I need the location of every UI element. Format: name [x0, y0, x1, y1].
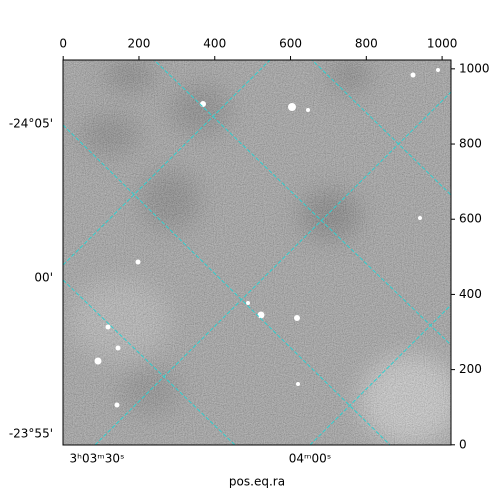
- y-tick-label: 200: [459, 362, 482, 376]
- x-tick-label: 200: [128, 37, 151, 51]
- y-tick-label: 0: [459, 437, 467, 451]
- y-tick-label: 800: [459, 137, 482, 151]
- coordinate-grid: [63, 60, 451, 445]
- x-axis-label: pos.eq.ra: [229, 475, 285, 489]
- dec-tick-label: -24°05': [9, 117, 53, 131]
- x-tick-label: 600: [279, 37, 302, 51]
- x-tick-label: 0: [59, 37, 67, 51]
- ra-tick-label: 04ᵐ00ˢ: [289, 452, 332, 466]
- x-tick-label: 800: [355, 37, 378, 51]
- dec-tick-label: -23°55': [9, 427, 53, 441]
- plot-frame: [62, 59, 452, 446]
- ra-tick-label: 3ʰ03ᵐ30ˢ: [70, 452, 125, 466]
- y-tick-label: 600: [459, 212, 482, 226]
- y-tick-label: 400: [459, 287, 482, 301]
- y-tick-label: 1000: [459, 61, 490, 75]
- sky-image: [63, 60, 451, 445]
- x-tick-label: 1000: [427, 37, 458, 51]
- x-tick-label: 400: [203, 37, 226, 51]
- dec-tick-label: 00': [34, 271, 53, 285]
